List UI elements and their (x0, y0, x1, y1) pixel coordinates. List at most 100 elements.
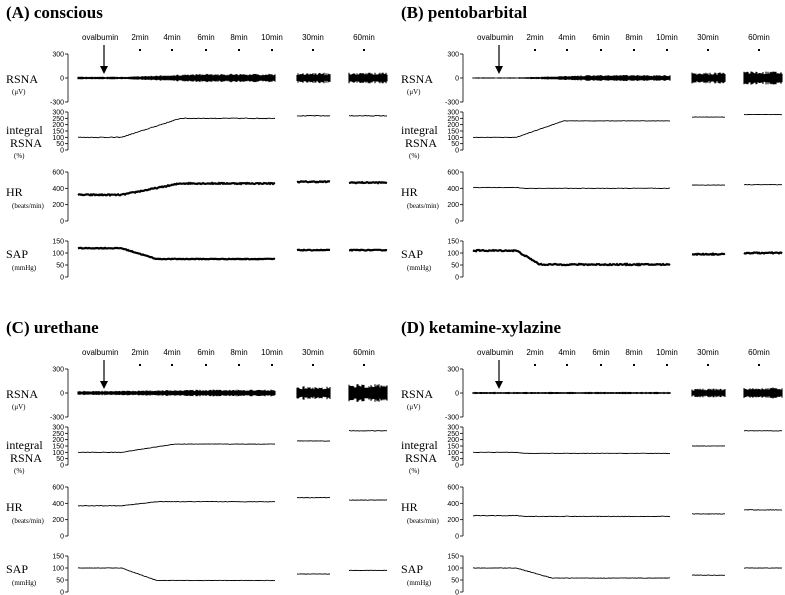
y-tick-label: 300 (52, 425, 64, 432)
trace-seg60 (743, 251, 783, 255)
time-dot (566, 49, 568, 51)
trace-main (77, 501, 276, 507)
y-tick-label: 0 (455, 275, 459, 282)
y-tick-label: 50 (56, 141, 64, 148)
y-tick-label: 250 (52, 116, 64, 123)
time-dot (758, 49, 760, 51)
channel-label: HR (401, 500, 418, 514)
channel-label: RSNA (6, 72, 38, 86)
channel-unit: (beats/min) (12, 202, 45, 210)
channel-label: HR (6, 500, 23, 514)
time-label: 6min (197, 33, 214, 42)
panel-b: (B) pentobarbital ovalbumin 2min 4min 6min 8m… (401, 3, 783, 282)
channel-unit: (mmHg) (12, 264, 37, 272)
time-dot (363, 49, 365, 51)
time-dot (600, 49, 602, 51)
channel-label-2: RSNA (10, 136, 42, 150)
y-tick-label: 250 (447, 431, 459, 438)
ovalbumin-label: ovalbumin (477, 348, 513, 357)
trace-seg60 (348, 114, 388, 117)
y-tick-label: 400 (52, 501, 64, 508)
time-label: 8min (625, 33, 642, 42)
y-tick-label: 100 (52, 251, 64, 258)
y-tick-label: 100 (52, 450, 64, 457)
channel-hr: HR (beats/min) 600 400 200 0 (401, 485, 783, 541)
panel-title: (A) conscious (6, 3, 103, 22)
time-label: 8min (230, 348, 247, 357)
trace-main (472, 391, 671, 395)
arrow-head-icon (495, 66, 503, 74)
y-tick-label: 150 (52, 129, 64, 136)
trace-seg30 (296, 248, 331, 252)
trace-seg30 (296, 496, 330, 499)
y-tick-label: -300 (445, 415, 459, 422)
time-dot (271, 49, 273, 51)
y-tick-label: 200 (52, 437, 64, 444)
y-tick-label: 0 (455, 148, 459, 155)
time-dot (707, 49, 709, 51)
time-label: 60min (353, 33, 375, 42)
channel-label: integral (401, 123, 438, 137)
y-tick-label: 100 (52, 135, 64, 142)
channel-label: SAP (6, 562, 28, 576)
y-tick-label: 300 (447, 425, 459, 432)
time-dot (238, 364, 240, 366)
y-tick-label: 200 (447, 202, 459, 209)
arrow-head-icon (495, 381, 503, 389)
time-dot (171, 49, 173, 51)
time-label: 60min (748, 348, 770, 357)
time-dot (758, 364, 760, 366)
time-label: 4min (163, 348, 180, 357)
time-label: 2min (526, 33, 543, 42)
y-tick-label: 300 (447, 110, 459, 117)
y-tick-label: 400 (52, 186, 64, 193)
trace-seg60 (744, 183, 783, 186)
panel-c: (C) urethane ovalbumin 2min 4min 6min 8min 10m… (6, 318, 388, 595)
channel-label: RSNA (6, 387, 38, 401)
time-label: 2min (131, 33, 148, 42)
y-tick-label: 100 (447, 251, 459, 258)
y-tick-label: 200 (447, 517, 459, 524)
y-tick-label: 0 (455, 219, 459, 226)
trace-seg30 (296, 114, 331, 117)
channel-label-2: RSNA (405, 451, 437, 465)
y-tick-label: 0 (455, 463, 459, 470)
time-label: 6min (592, 33, 609, 42)
arrow-head-icon (100, 66, 108, 74)
channel-rsna: RSNA (μV) 300 0 -300 (401, 367, 783, 422)
time-label: 30min (697, 33, 719, 42)
y-tick-label: 600 (52, 170, 64, 177)
y-tick-label: -300 (50, 415, 64, 422)
time-label: 6min (197, 348, 214, 357)
time-label: 60min (353, 348, 375, 357)
time-label: 4min (558, 348, 575, 357)
y-tick-label: 0 (455, 391, 459, 398)
y-tick-label: 50 (56, 578, 64, 585)
y-tick-label: 100 (447, 450, 459, 457)
trace-main (77, 246, 276, 261)
panel-d: (D) ketamine-xylazine ovalbumin 2min 4min 6m… (401, 318, 783, 595)
trace-seg30 (296, 440, 331, 442)
y-tick-label: 50 (56, 263, 64, 270)
channel-hr: HR (beats/min) 600 400 200 0 (401, 170, 783, 226)
trace-main (472, 248, 671, 267)
channel-label: SAP (401, 562, 423, 576)
time-label: 30min (302, 33, 324, 42)
trace-seg30 (691, 513, 726, 515)
channel-hr: HR (beats/min) 600 400 200 0 (6, 485, 388, 541)
y-tick-label: 0 (60, 590, 64, 595)
y-tick-label: 50 (451, 578, 459, 585)
trace-seg30 (296, 386, 331, 400)
trace-seg30 (691, 252, 726, 257)
trace-seg30 (691, 388, 726, 398)
y-tick-label: 400 (447, 501, 459, 508)
y-tick-label: 150 (447, 444, 459, 451)
y-tick-label: 150 (447, 554, 459, 561)
y-tick-label: 300 (52, 52, 64, 59)
channel-unit: (mmHg) (12, 579, 37, 587)
y-tick-label: 600 (52, 485, 64, 492)
time-dot (566, 364, 568, 366)
time-label: 10min (261, 348, 283, 357)
time-dot (238, 49, 240, 51)
